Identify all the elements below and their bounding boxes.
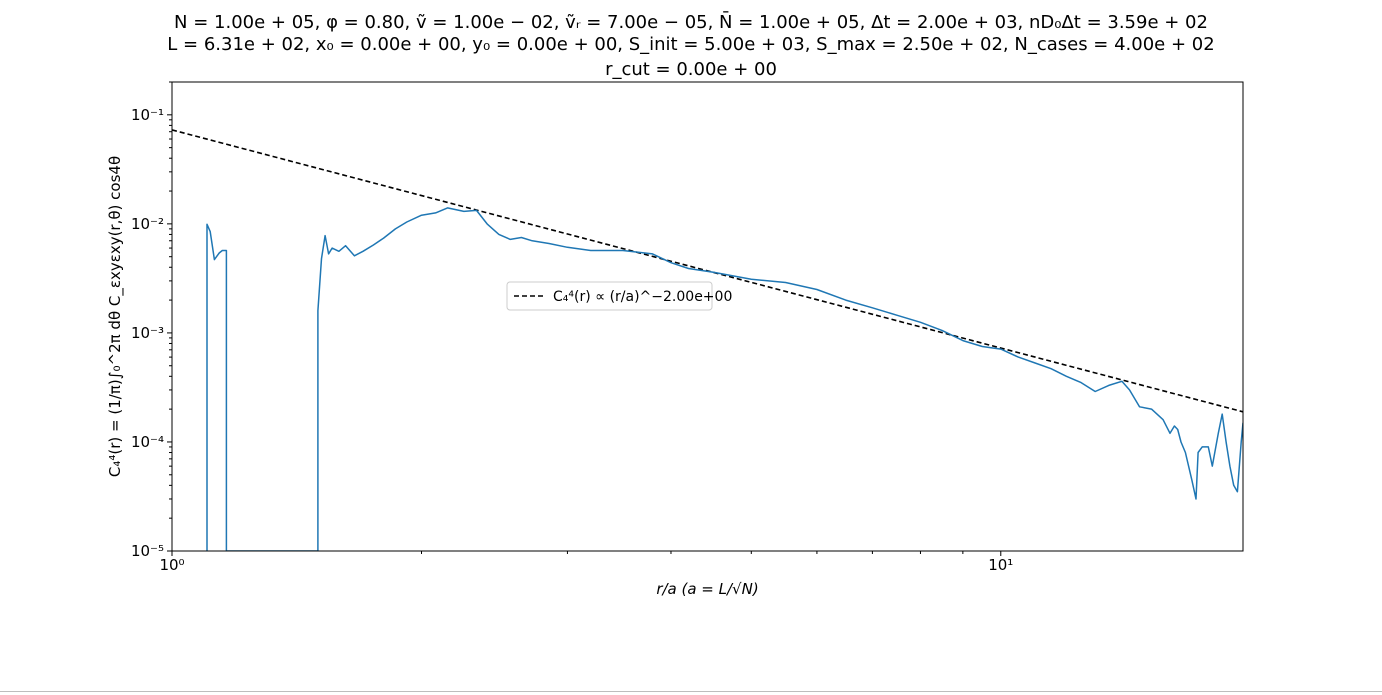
axes-frame	[171, 81, 1244, 552]
data-line	[206, 207, 1243, 551]
chart-title-line-1: N = 1.00e + 05, φ = 0.80, ṽ = 1.00e − 02…	[174, 12, 1208, 33]
y-tick-label: 10⁻³	[131, 324, 164, 342]
page-divider	[0, 691, 1382, 692]
x-tick-label: 10¹	[988, 556, 1013, 574]
legend-label: C₄⁴(r) ∝ (r/a)^−2.00e+00	[553, 289, 732, 305]
y-tick-label: 10⁻⁴	[131, 433, 164, 451]
chart-title-line-2: L = 6.31e + 02, x₀ = 0.00e + 00, y₀ = 0.…	[167, 34, 1215, 55]
y-axis-label: C₄⁴(r) = (1/π)∫₀^2π dθ C_εxyεxy(r,θ) cos…	[106, 156, 125, 477]
legend-box	[506, 281, 713, 311]
x-tick-label: 10⁰	[159, 556, 184, 574]
y-tick-label: 10⁻⁵	[131, 542, 164, 560]
chart-title-line-3: r_cut = 0.00e + 00	[605, 59, 777, 80]
y-tick-label: 10⁻¹	[131, 106, 164, 124]
x-axis-label: r/a (a = L/√N)	[656, 580, 758, 598]
y-tick-label: 10⁻²	[131, 215, 164, 233]
